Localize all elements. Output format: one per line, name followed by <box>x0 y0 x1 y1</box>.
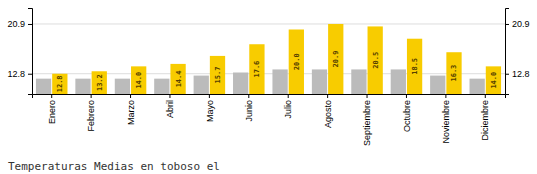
y2-tick-label: 20.9 <box>512 19 530 29</box>
x-axis: Enero Febrero Marzo Abril Mayo Junio Julio Agos… <box>33 94 506 146</box>
data-label: 15.7 <box>214 67 222 84</box>
x-tick: Marzo <box>126 94 136 125</box>
bar <box>446 52 461 94</box>
x-tick-label: Junio <box>244 100 254 122</box>
data-label: 16.3 <box>450 65 458 82</box>
bar <box>486 66 501 94</box>
x-tick-mark <box>51 94 52 98</box>
x-tick: Junio <box>244 94 254 122</box>
x-tick-mark <box>130 94 131 98</box>
data-label: 20.0 <box>293 53 301 70</box>
bar <box>36 79 51 94</box>
bar <box>92 71 107 94</box>
grid-line <box>32 23 505 24</box>
data-label: 13.2 <box>96 74 104 91</box>
y2-tick-mark <box>505 24 509 25</box>
x-tick: Septiembre <box>362 94 372 146</box>
bar <box>115 79 130 94</box>
y-tick-mark <box>28 74 32 75</box>
x-tick: Diciembre <box>480 94 490 141</box>
y2-axis-line <box>506 9 510 95</box>
bar <box>328 24 343 94</box>
bar <box>407 39 422 94</box>
y-tick-mark <box>28 24 32 25</box>
bar <box>470 79 485 94</box>
bar <box>233 73 248 95</box>
bars <box>36 24 501 94</box>
bar <box>52 74 67 94</box>
bar <box>249 44 264 94</box>
x-tick-mark <box>288 94 289 98</box>
chart: 12.8 13.2 14.0 14.4 15.7 17.6 20.0 20.9 20.5 18.5… <box>0 0 537 174</box>
x-tick: Julio <box>283 94 293 119</box>
plot: 12.8 13.2 14.0 14.4 15.7 17.6 20.0 20.9 20.5 18.5… <box>7 9 529 147</box>
x-tick-label: Octubre <box>402 100 412 132</box>
x-tick: Agosto <box>323 94 333 128</box>
x-tick: Enero <box>47 94 57 124</box>
x-tick: Febrero <box>86 94 96 132</box>
x-tick-label: Noviembre <box>441 100 451 144</box>
bar <box>194 76 209 94</box>
grid <box>32 24 505 74</box>
bar <box>170 64 185 94</box>
y-tick-label: 12.8 <box>7 69 25 79</box>
y-axis: 12.8 20.9 <box>7 9 32 95</box>
data-labels: 12.8 13.2 14.0 14.4 15.7 17.6 20.0 20.9 20.5 18.5… <box>56 51 498 93</box>
y2-tick: 20.9 <box>505 19 530 29</box>
x-tick-label: Enero <box>47 100 57 124</box>
x-tick-label: Abril <box>165 100 175 118</box>
data-label: 20.5 <box>372 52 380 69</box>
x-tick-label: Febrero <box>86 100 96 132</box>
bar <box>312 69 327 94</box>
x-tick: Octubre <box>402 94 412 132</box>
y-axis-line <box>28 9 33 95</box>
x-tick-mark <box>367 94 368 98</box>
bar <box>272 69 287 94</box>
bar <box>131 66 146 94</box>
x-tick-label: Agosto <box>323 100 333 128</box>
x-tick-label: Marzo <box>126 100 136 125</box>
x-tick-mark <box>406 94 407 98</box>
x-tick: Noviembre <box>441 94 451 144</box>
x-tick-mark <box>169 94 170 98</box>
y2-tick-mark <box>505 74 509 75</box>
bar <box>289 30 304 95</box>
bar <box>391 69 406 94</box>
data-label: 20.9 <box>332 51 340 68</box>
x-tick-mark <box>327 94 328 98</box>
bar <box>430 76 445 94</box>
x-tick-mark <box>91 94 92 98</box>
x-tick-label: Mayo <box>205 100 215 122</box>
bar <box>75 79 90 94</box>
data-label: 14.0 <box>135 72 143 89</box>
bar <box>351 69 366 94</box>
y2-tick-label: 12.8 <box>512 69 530 79</box>
y-tick-label: 20.9 <box>7 19 25 29</box>
data-label: 14.0 <box>490 72 498 89</box>
data-label: 18.5 <box>411 58 419 75</box>
x-tick-label: Septiembre <box>362 100 372 146</box>
x-tick-mark <box>248 94 249 98</box>
title: Temperaturas Medias en toboso el <box>8 160 220 173</box>
y2-axis: 12.8 20.9 <box>505 9 530 95</box>
x-tick: Abril <box>165 94 175 118</box>
y-tick: 20.9 <box>7 19 32 29</box>
x-tick: Mayo <box>205 94 215 122</box>
x-tick-label: Julio <box>283 100 293 119</box>
bar <box>368 26 383 94</box>
x-axis-line <box>33 95 506 99</box>
y-tick: 12.8 <box>7 69 32 79</box>
x-tick-label: Diciembre <box>480 100 490 141</box>
x-tick-mark <box>445 94 446 98</box>
bar <box>210 56 225 94</box>
y2-tick: 12.8 <box>505 69 530 79</box>
x-tick-mark <box>209 94 210 98</box>
data-label: 12.8 <box>56 75 64 92</box>
bar <box>154 79 169 94</box>
x-tick-mark <box>485 94 486 98</box>
data-label: 14.4 <box>175 71 183 88</box>
data-label: 17.6 <box>253 61 261 78</box>
